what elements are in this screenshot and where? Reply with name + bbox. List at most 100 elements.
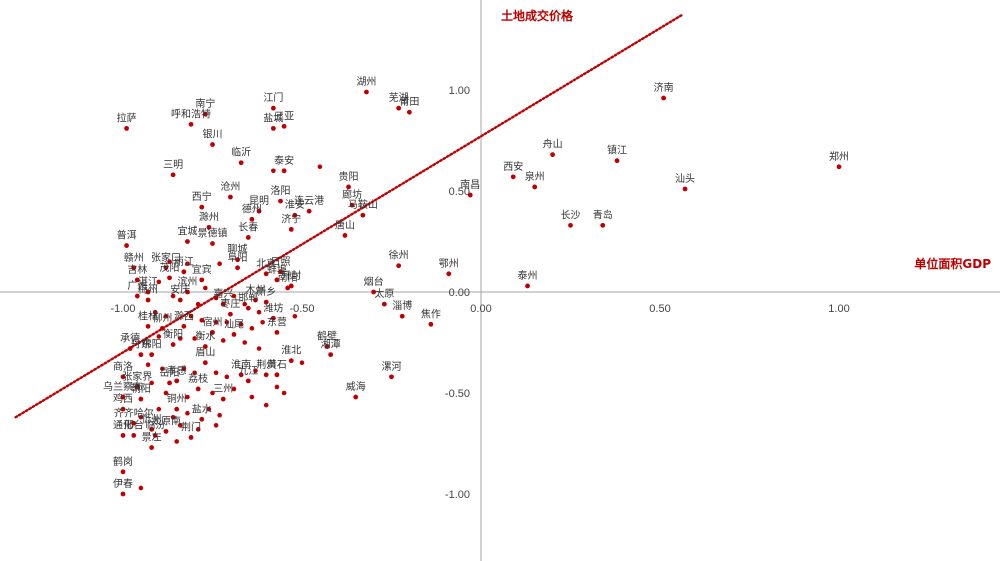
data-point	[263, 299, 269, 305]
point-label: 宜宾	[192, 263, 212, 276]
x-tick-label: 0.50	[649, 303, 670, 315]
data-point	[263, 271, 269, 277]
data-point	[138, 396, 144, 402]
data-point	[185, 239, 190, 244]
data-point	[253, 297, 258, 303]
data-point	[389, 374, 394, 380]
data-point	[127, 346, 133, 351]
data-point	[167, 275, 172, 281]
point-label: 忻州	[142, 412, 162, 425]
point-label: 鄂州	[439, 258, 459, 270]
data-point	[231, 386, 237, 392]
point-label: 焦作	[421, 307, 441, 320]
point-label: 荆门	[181, 420, 201, 433]
data-point	[263, 372, 269, 378]
data-point	[396, 263, 402, 269]
data-point	[288, 283, 294, 289]
data-point	[285, 285, 291, 291]
point-label: 赣州	[124, 251, 144, 264]
data-point	[220, 338, 226, 343]
data-point	[278, 269, 283, 275]
data-point	[145, 289, 151, 295]
point-label: 枣庄	[220, 297, 240, 310]
point-label: 汕头	[675, 173, 695, 185]
data-point	[525, 283, 530, 289]
data-point	[120, 374, 126, 380]
y-tick-label: -0.50	[445, 388, 470, 400]
data-point	[288, 226, 294, 232]
point-label: 湘潭	[321, 338, 341, 351]
data-point	[174, 406, 180, 412]
x-tick-labels: -1.00 -0.50 0.00 0.50 1.00	[110, 303, 849, 315]
data-point	[181, 323, 187, 329]
data-point	[134, 293, 140, 299]
data-point	[381, 301, 387, 307]
data-point	[346, 184, 351, 190]
data-point	[249, 394, 255, 400]
data-point	[550, 152, 555, 158]
data-point	[195, 301, 201, 307]
data-point	[353, 394, 359, 400]
point-label: 临沂	[231, 146, 251, 159]
data-point	[238, 372, 244, 378]
point-label: 银川	[203, 128, 223, 141]
point-label: 蚌埠	[267, 263, 287, 276]
data-point	[163, 313, 169, 319]
point-label: 宜城	[177, 225, 197, 238]
data-point	[256, 309, 262, 315]
point-label: 潍坊	[263, 301, 283, 314]
y-axis-title: 土地成交价格	[501, 8, 574, 23]
data-point	[202, 111, 208, 117]
data-point	[170, 293, 176, 299]
point-label: 荆州	[256, 358, 276, 371]
data-point	[156, 334, 162, 339]
point-label: 滁州	[199, 210, 219, 223]
data-point	[278, 198, 283, 204]
data-point	[120, 433, 126, 438]
data-point	[274, 384, 280, 390]
point-label: 洛阳	[271, 184, 291, 197]
data-point	[271, 168, 276, 174]
point-label: 济南	[654, 81, 674, 94]
data-point	[600, 222, 606, 228]
data-point	[134, 384, 140, 390]
data-point	[120, 491, 126, 497]
data-point	[364, 89, 369, 95]
data-point	[270, 105, 276, 111]
point-label: 丽江	[174, 256, 194, 268]
data-point	[152, 309, 158, 315]
point-label: 邢台	[124, 418, 144, 431]
data-point	[202, 344, 208, 349]
data-point	[163, 428, 169, 434]
point-label: 太原南	[151, 414, 181, 427]
data-point	[446, 271, 452, 277]
data-point	[206, 224, 212, 230]
data-point	[188, 435, 194, 440]
unlabeled-points	[138, 164, 323, 491]
point-label: 铜州	[167, 393, 187, 405]
y-tick-label: 0.00	[449, 287, 470, 299]
point-label: 齐齐哈尔	[114, 406, 154, 419]
data-point	[256, 346, 262, 351]
point-label: 淄博	[392, 299, 412, 312]
data-point	[149, 426, 155, 432]
x-tick-label: 1.00	[828, 303, 849, 315]
point-label: 广州	[127, 280, 147, 292]
data-point	[213, 320, 219, 325]
data-point	[170, 172, 176, 178]
data-point	[210, 330, 215, 335]
point-label: 梅州	[138, 283, 158, 296]
data-point	[210, 142, 215, 147]
trendline	[14, 14, 683, 419]
data-point	[120, 469, 126, 475]
point-label: 湛江	[138, 276, 158, 288]
data-point	[138, 485, 144, 491]
data-point	[288, 358, 294, 364]
point-label: 三明	[163, 159, 183, 171]
data-point	[396, 105, 402, 111]
data-point	[224, 320, 230, 325]
point-label: 镇江	[607, 144, 627, 157]
point-label: 张家口	[151, 251, 181, 264]
